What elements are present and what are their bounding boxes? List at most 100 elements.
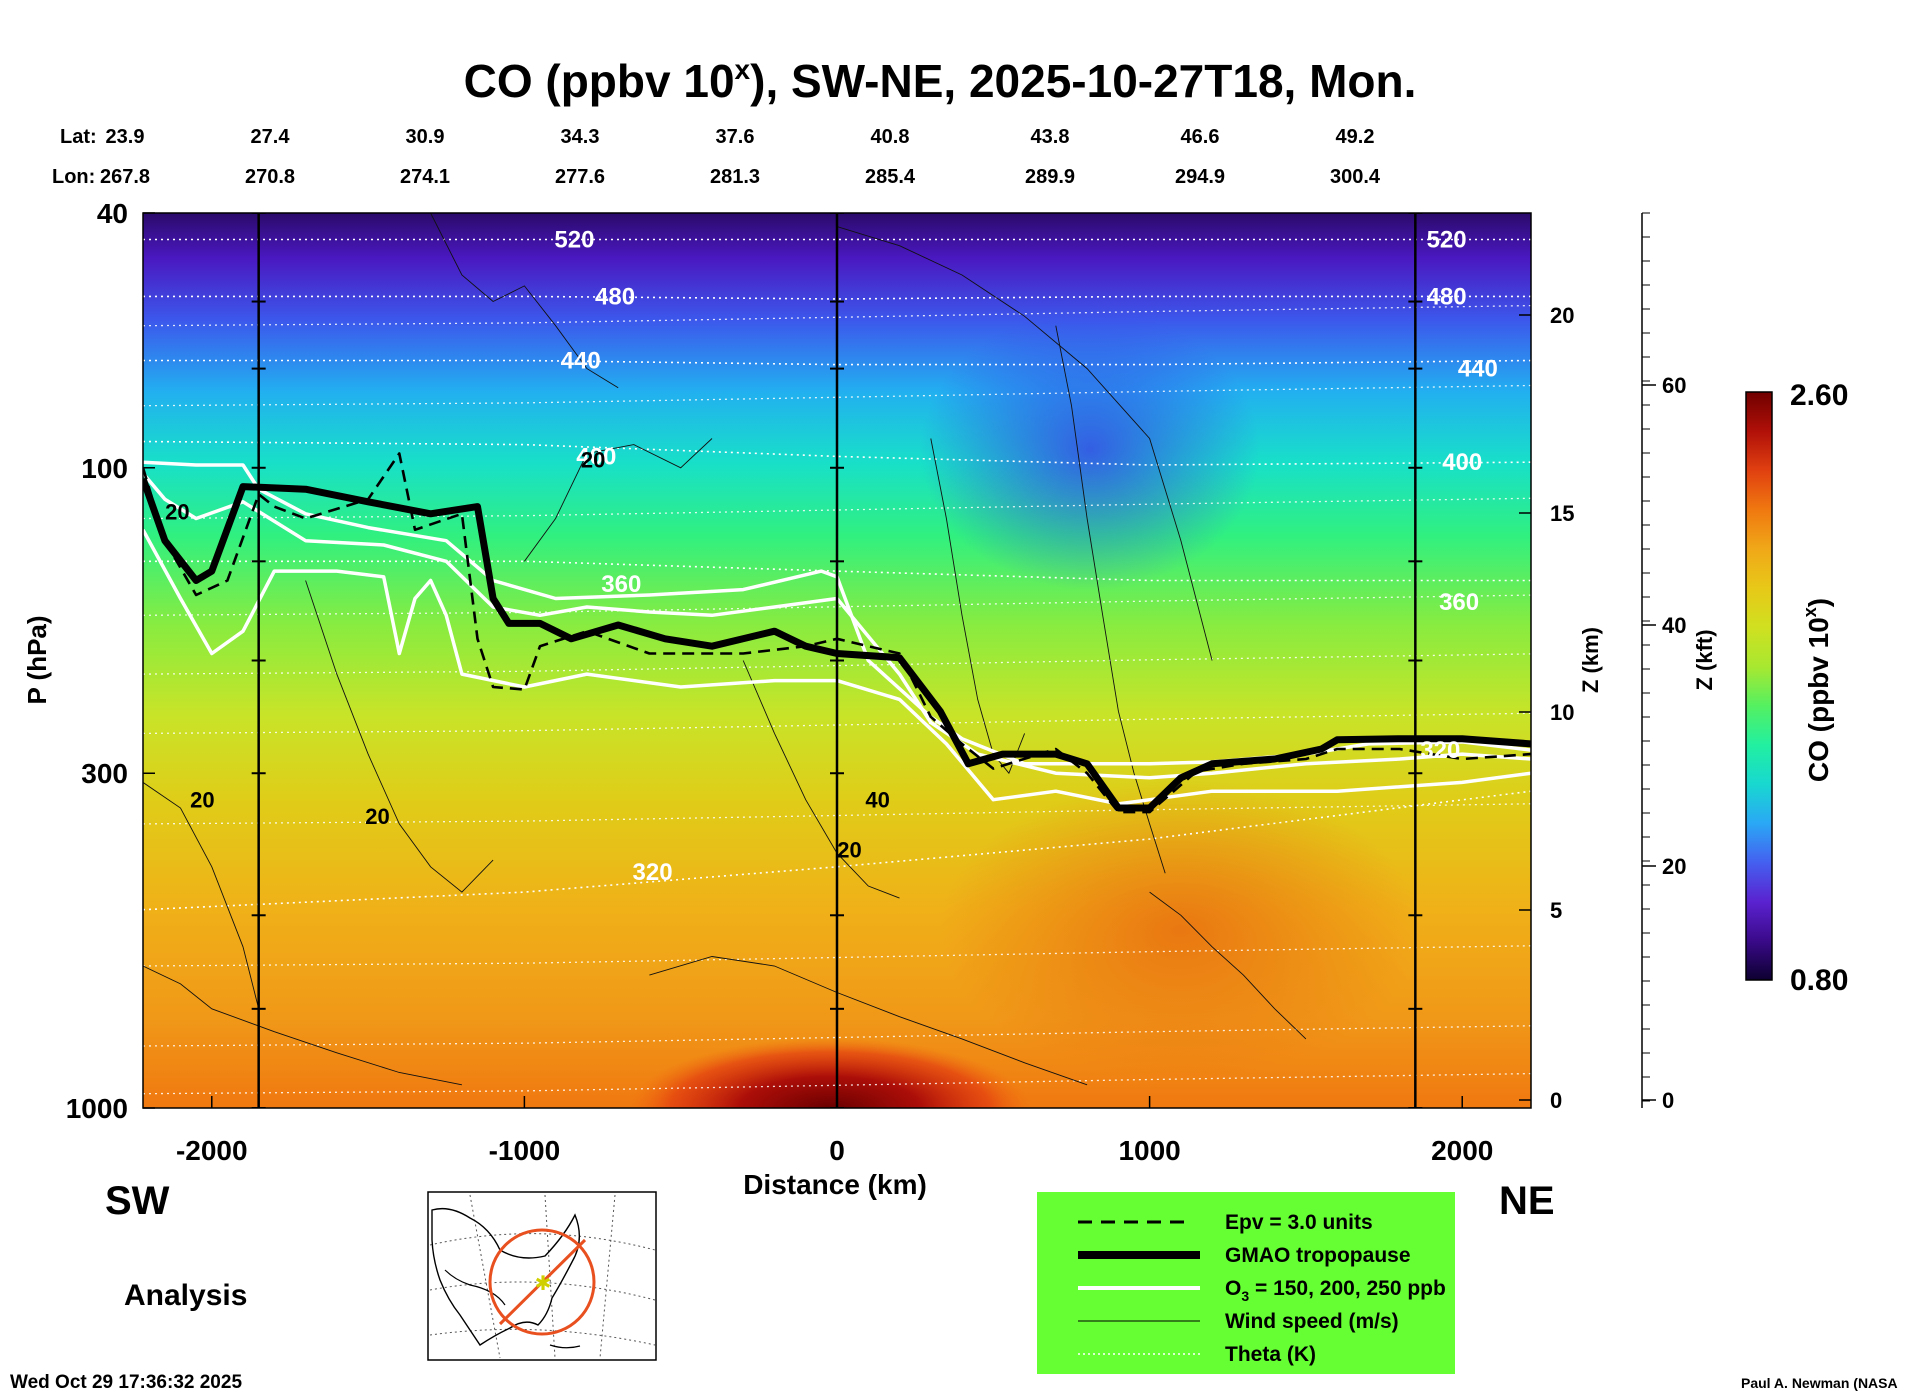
lat-value: 46.6 — [1181, 126, 1220, 148]
legend-label-tropopause: GMAO tropopause — [1225, 1244, 1411, 1267]
lon-value: 270.8 — [245, 166, 295, 188]
lon-value: 281.3 — [710, 166, 760, 188]
lat-value: 23.9 — [106, 126, 145, 148]
y-tick-label: 1000 — [66, 1093, 128, 1124]
lat-label: Lat: — [60, 126, 97, 148]
z-kft-tick-label: 0 — [1662, 1088, 1674, 1113]
timestamp: Wed Oct 29 17:36:32 2025 — [10, 1372, 242, 1393]
theta-label: 400 — [1442, 449, 1482, 476]
wind-contour — [305, 580, 494, 893]
z-km-label: Z (km) — [1578, 627, 1603, 693]
theta-contour — [143, 440, 1531, 466]
legend-label-ozone: O3 = 150, 200, 250 ppb — [1225, 1277, 1446, 1304]
colorbar-min-label: 0.80 — [1790, 964, 1848, 997]
x-tick-label: 2000 — [1431, 1135, 1493, 1166]
theta-label: 320 — [633, 859, 673, 886]
z-kft-label: Z (kft) — [1692, 629, 1717, 690]
analysis-label: Analysis — [124, 1279, 247, 1312]
low-co-region — [920, 310, 1260, 590]
legend-label-wind: Wind speed (m/s) — [1225, 1310, 1399, 1333]
z-km-axis: 0 5 10 15 20 — [1519, 303, 1574, 1113]
lon-value: 294.9 — [1175, 166, 1225, 188]
theta-label: 480 — [595, 283, 635, 310]
x-tick-label: 1000 — [1118, 1135, 1180, 1166]
inset-map: ✱ — [427, 1191, 657, 1361]
chart-title: CO (ppbv 10x), SW-NE, 2025-10-27T18, Mon… — [464, 54, 1417, 107]
y-tick-label: 100 — [81, 453, 128, 484]
lon-value: 289.9 — [1025, 166, 1075, 188]
theta-label: 520 — [554, 227, 594, 254]
contour-labels: 520 480 440 400 360 320 520 480 440 400 360 320 20 20… — [165, 227, 1498, 887]
legend: Epv = 3.0 units GMAO tropopause O3 = 150… — [1037, 1192, 1455, 1374]
z-kft-tick-label: 40 — [1662, 613, 1686, 638]
wind-contour — [430, 213, 619, 389]
section-path — [498, 1238, 587, 1326]
z-kft-tick-label: 20 — [1662, 854, 1686, 879]
lat-value: 34.3 — [561, 126, 600, 148]
z-kft-tick-label: 60 — [1662, 373, 1686, 398]
lat-value: 27.4 — [251, 126, 291, 148]
lat-value: 43.8 — [1031, 126, 1070, 148]
theta-contours — [143, 238, 1531, 1095]
ozone-contour — [143, 528, 1531, 806]
theta-label: 320 — [1420, 737, 1460, 764]
lon-value: 277.6 — [555, 166, 605, 188]
wind-contour — [143, 782, 260, 1009]
z-km-tick-label: 5 — [1550, 898, 1562, 923]
vertical-reference-lines — [251, 213, 1423, 1108]
tropopause-line — [143, 477, 1531, 812]
wind-contour — [1149, 891, 1307, 1040]
y-tick-label: 40 — [97, 198, 128, 229]
legend-label-epv: Epv = 3.0 units — [1225, 1211, 1373, 1234]
wind-label: 20 — [837, 838, 861, 863]
lat-value: 37.6 — [716, 126, 755, 148]
lat-values: 23.9 27.4 30.9 34.3 37.6 40.8 43.8 46.6 49.2 — [106, 126, 1375, 148]
wind-label: 20 — [581, 447, 605, 472]
wind-label: 20 — [365, 804, 389, 829]
x-tick-label: -1000 — [489, 1135, 561, 1166]
wind-contour — [930, 438, 1026, 775]
lat-value: 49.2 — [1336, 126, 1375, 148]
wind-contour — [649, 956, 1088, 1086]
wind-contour — [524, 438, 713, 562]
wind-contour — [1055, 325, 1166, 874]
wind-label: 20 — [165, 499, 189, 524]
wind-contour — [836, 226, 1213, 661]
lon-value: 300.4 — [1330, 166, 1381, 188]
theta-label: 360 — [1439, 589, 1479, 616]
legend-label-theta: Theta (K) — [1225, 1343, 1316, 1366]
z-km-tick-label: 10 — [1550, 700, 1574, 725]
theta-label: 400 — [576, 443, 616, 470]
z-km-tick-label: 15 — [1550, 501, 1574, 526]
wind-contour — [742, 660, 900, 899]
x-axis: -2000 -1000 0 1000 2000 — [176, 1096, 1493, 1166]
wind-label: 20 — [190, 788, 214, 813]
wind-label: 40 — [865, 788, 889, 813]
x-axis-label: Distance (km) — [743, 1169, 927, 1200]
co-field: 520 480 440 400 360 320 520 480 440 400 360 320 20 20… — [143, 213, 1531, 1108]
center-marker-icon: ✱ — [535, 1273, 552, 1295]
lat-value: 30.9 — [406, 126, 445, 148]
lon-value: 285.4 — [865, 166, 916, 188]
theta-label: 360 — [601, 571, 641, 598]
colorbar — [1745, 391, 1773, 981]
theta-label: 440 — [561, 348, 601, 375]
high-co-region — [940, 780, 1420, 1080]
wind-contour — [143, 965, 462, 1086]
theta-contour — [143, 560, 1531, 582]
theta-label: 520 — [1427, 227, 1467, 254]
direction-ne: NE — [1499, 1179, 1555, 1223]
surface-co-maximum — [630, 1038, 1030, 1108]
x-tick-label: 0 — [829, 1135, 845, 1166]
lat-value: 40.8 — [871, 126, 910, 148]
lon-values: 267.8 270.8 274.1 277.6 281.3 285.4 289.9 294.9… — [100, 166, 1381, 188]
z-km-tick-label: 20 — [1550, 303, 1574, 328]
y-axis: 1000 300 100 40 — [66, 198, 155, 1124]
z-km-tick-label: 0 — [1550, 1088, 1562, 1113]
theta-label: 480 — [1427, 283, 1467, 310]
lon-label: Lon: — [52, 166, 95, 188]
wind-contours — [143, 213, 1307, 1086]
y-tick-label: 300 — [81, 758, 128, 789]
